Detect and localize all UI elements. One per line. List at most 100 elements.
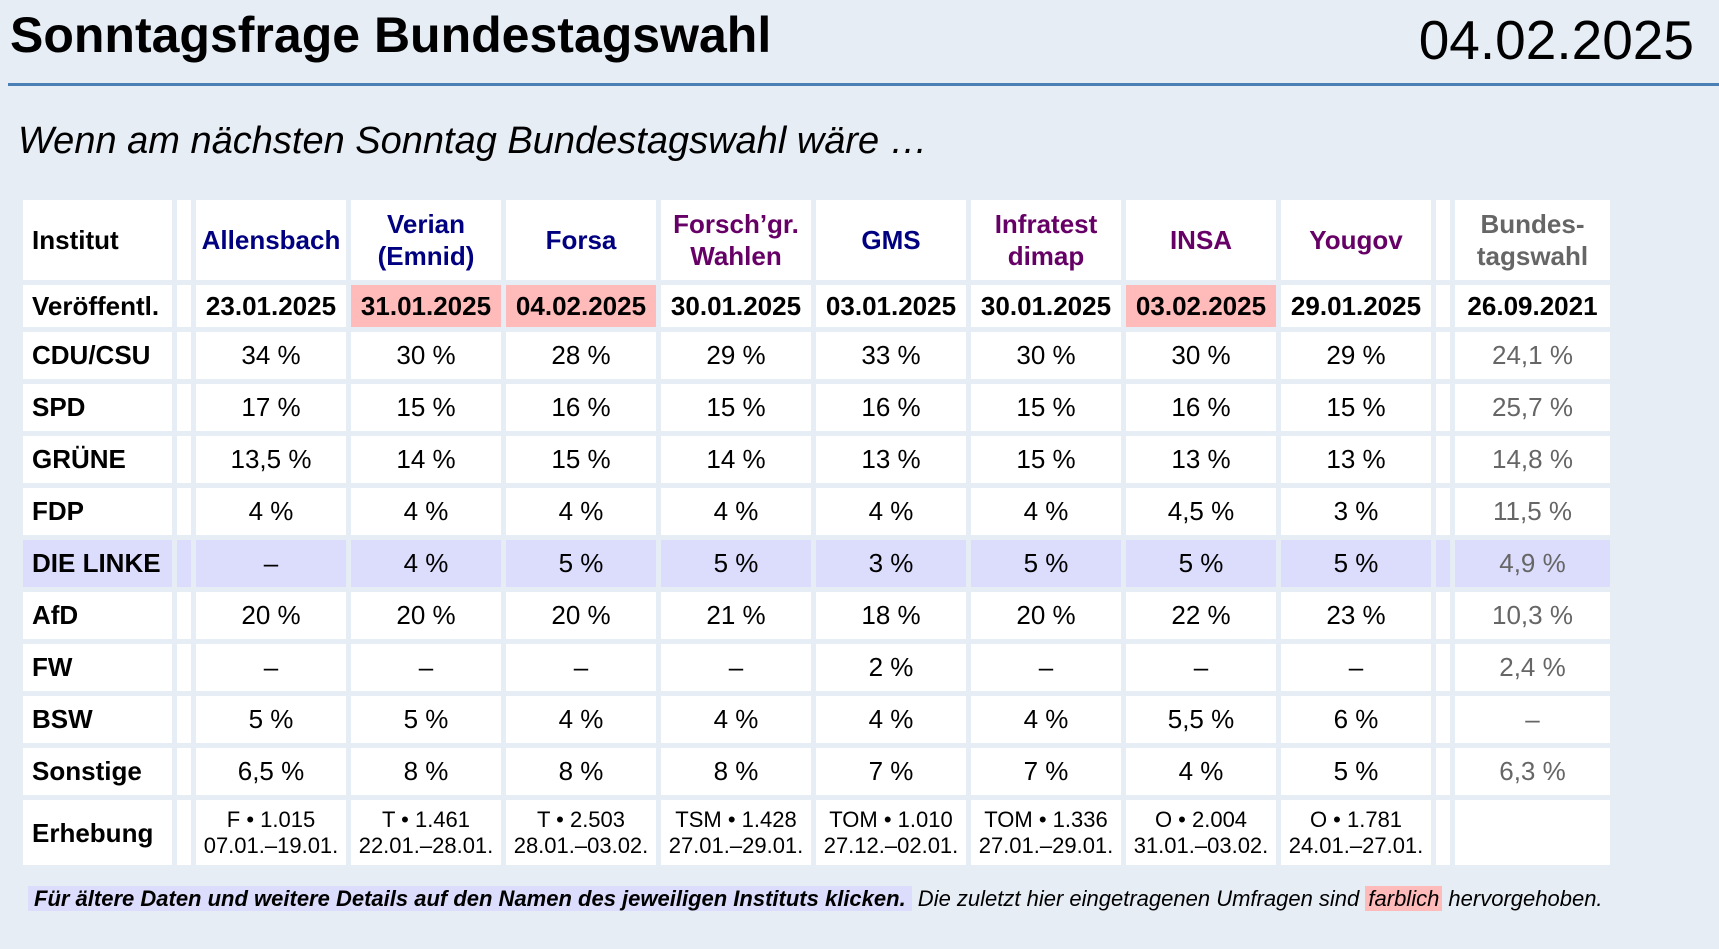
column-spacer <box>177 592 191 639</box>
poll-value: 4 % <box>506 488 656 535</box>
published-date: 23.01.2025 <box>196 285 346 327</box>
poll-value: 34 % <box>196 332 346 379</box>
poll-value: 15 % <box>971 436 1121 483</box>
published-row: Veröffentl. 23.01.2025 31.01.2025 04.02.202… <box>23 285 1610 327</box>
poll-value: 6 % <box>1281 696 1431 743</box>
column-spacer <box>1436 696 1450 743</box>
poll-value: 5 % <box>661 540 811 587</box>
institute-name-line2[interactable]: Wahlen <box>690 241 782 271</box>
poll-value: 15 % <box>971 384 1121 431</box>
institute-name-line1[interactable]: INSA <box>1169 225 1233 255</box>
survey-method: O • 2.004 <box>1154 806 1248 832</box>
column-spacer <box>1436 748 1450 795</box>
poll-value: 29 % <box>661 332 811 379</box>
institute-name-line1[interactable]: Forsa <box>545 225 617 255</box>
institute-link-forschgr[interactable]: Forsch’gr. Wahlen <box>661 200 811 280</box>
party-name: GRÜNE <box>23 436 172 483</box>
column-spacer <box>1436 436 1450 483</box>
institute-name-line1[interactable]: GMS <box>861 225 921 255</box>
column-spacer <box>177 800 191 865</box>
institute-name-line1[interactable]: Verian <box>386 209 466 239</box>
survey-period: 07.01.–19.01. <box>203 832 339 858</box>
survey-info: O • 1.781 24.01.–27.01. <box>1281 800 1431 865</box>
survey-info: F • 1.015 07.01.–19.01. <box>196 800 346 865</box>
institute-name-line1[interactable]: Forsch’gr. <box>673 209 799 239</box>
poll-value: 4 % <box>661 488 811 535</box>
published-date: 30.01.2025 <box>661 285 811 327</box>
poll-value: 21 % <box>661 592 811 639</box>
institute-name-line2[interactable]: (Emnid) <box>377 241 475 271</box>
poll-value: 17 % <box>196 384 346 431</box>
poll-value: 4,5 % <box>1126 488 1276 535</box>
election-result: 10,3 % <box>1455 592 1610 639</box>
footer-highlight-sample: farblich <box>1365 886 1443 911</box>
institute-link-gms[interactable]: GMS <box>816 200 966 280</box>
poll-value: 4 % <box>971 696 1121 743</box>
institute-name-line1[interactable]: Yougov <box>1309 225 1403 255</box>
poll-value: 7 % <box>816 748 966 795</box>
poll-value: 4 % <box>351 540 501 587</box>
poll-value: 15 % <box>351 384 501 431</box>
institute-name-line1[interactable]: Allensbach <box>201 225 341 255</box>
poll-value: 13 % <box>816 436 966 483</box>
institute-name-line1[interactable]: Infratest <box>994 209 1098 239</box>
poll-value: 6,5 % <box>196 748 346 795</box>
poll-value: 4 % <box>816 488 966 535</box>
party-name: DIE LINKE <box>23 540 172 587</box>
party-name: CDU/CSU <box>23 332 172 379</box>
column-spacer <box>177 644 191 691</box>
institute-link-insa[interactable]: INSA <box>1126 200 1276 280</box>
poll-table: Institut Allensbach Verian (Emnid) Forsa Fors… <box>18 195 1615 870</box>
election-result: 4,9 % <box>1455 540 1610 587</box>
election-result: 11,5 % <box>1455 488 1610 535</box>
poll-value: – <box>506 644 656 691</box>
published-date: 29.01.2025 <box>1281 285 1431 327</box>
party-row: FW – – – –2 % – – –2,4 % <box>23 644 1610 691</box>
poll-value: 4 % <box>196 488 346 535</box>
poll-value: 4 % <box>661 696 811 743</box>
poll-value: 30 % <box>1126 332 1276 379</box>
party-row: AfD 20 % 20 % 20 % 21 % 18 % 20 % 22 % 23 % 10,3 … <box>23 592 1610 639</box>
poll-value: 15 % <box>661 384 811 431</box>
column-spacer <box>177 696 191 743</box>
column-spacer <box>1436 800 1450 865</box>
header-row: Institut Allensbach Verian (Emnid) Forsa Fors… <box>23 200 1610 280</box>
column-spacer <box>177 540 191 587</box>
poll-value: 5 % <box>1281 748 1431 795</box>
published-date: 31.01.2025 <box>351 285 501 327</box>
poll-value: 8 % <box>661 748 811 795</box>
column-spacer <box>1436 644 1450 691</box>
institute-link-infratest[interactable]: Infratest dimap <box>971 200 1121 280</box>
poll-value: 5 % <box>971 540 1121 587</box>
poll-value: 13 % <box>1126 436 1276 483</box>
party-name: FW <box>23 644 172 691</box>
published-date: 04.02.2025 <box>506 285 656 327</box>
institute-name-line2[interactable]: dimap <box>1007 241 1085 271</box>
column-spacer <box>1436 285 1450 327</box>
poll-value: 5 % <box>351 696 501 743</box>
poll-value: 15 % <box>1281 384 1431 431</box>
footer-hint: Für ältere Daten und weitere Details auf… <box>28 886 912 911</box>
party-row: CDU/CSU 34 % 30 % 28 % 29 % 33 % 30 % 30 % 29 % 2… <box>23 332 1610 379</box>
party-row: SPD 17 % 15 % 16 % 15 % 16 % 15 % 16 % 15 % 25,7 … <box>23 384 1610 431</box>
institute-link-verian[interactable]: Verian (Emnid) <box>351 200 501 280</box>
column-spacer <box>1436 332 1450 379</box>
column-spacer <box>177 436 191 483</box>
poll-value: 14 % <box>661 436 811 483</box>
column-spacer <box>177 748 191 795</box>
institute-link-forsa[interactable]: Forsa <box>506 200 656 280</box>
party-name: AfD <box>23 592 172 639</box>
institute-link-allensbach[interactable]: Allensbach <box>196 200 346 280</box>
survey-period: 27.12.–02.01. <box>823 832 959 858</box>
election-header-line2: tagswahl <box>1476 241 1589 271</box>
institute-link-yougov[interactable]: Yougov <box>1281 200 1431 280</box>
election-result: 2,4 % <box>1455 644 1610 691</box>
poll-value: 2 % <box>816 644 966 691</box>
column-spacer <box>177 285 191 327</box>
poll-value: 20 % <box>971 592 1121 639</box>
survey-period: 31.01.–03.02. <box>1133 832 1269 858</box>
party-name: BSW <box>23 696 172 743</box>
poll-value: 29 % <box>1281 332 1431 379</box>
poll-value: 30 % <box>351 332 501 379</box>
page-subtitle: Wenn am nächsten Sonntag Bundestagswahl … <box>18 120 928 162</box>
